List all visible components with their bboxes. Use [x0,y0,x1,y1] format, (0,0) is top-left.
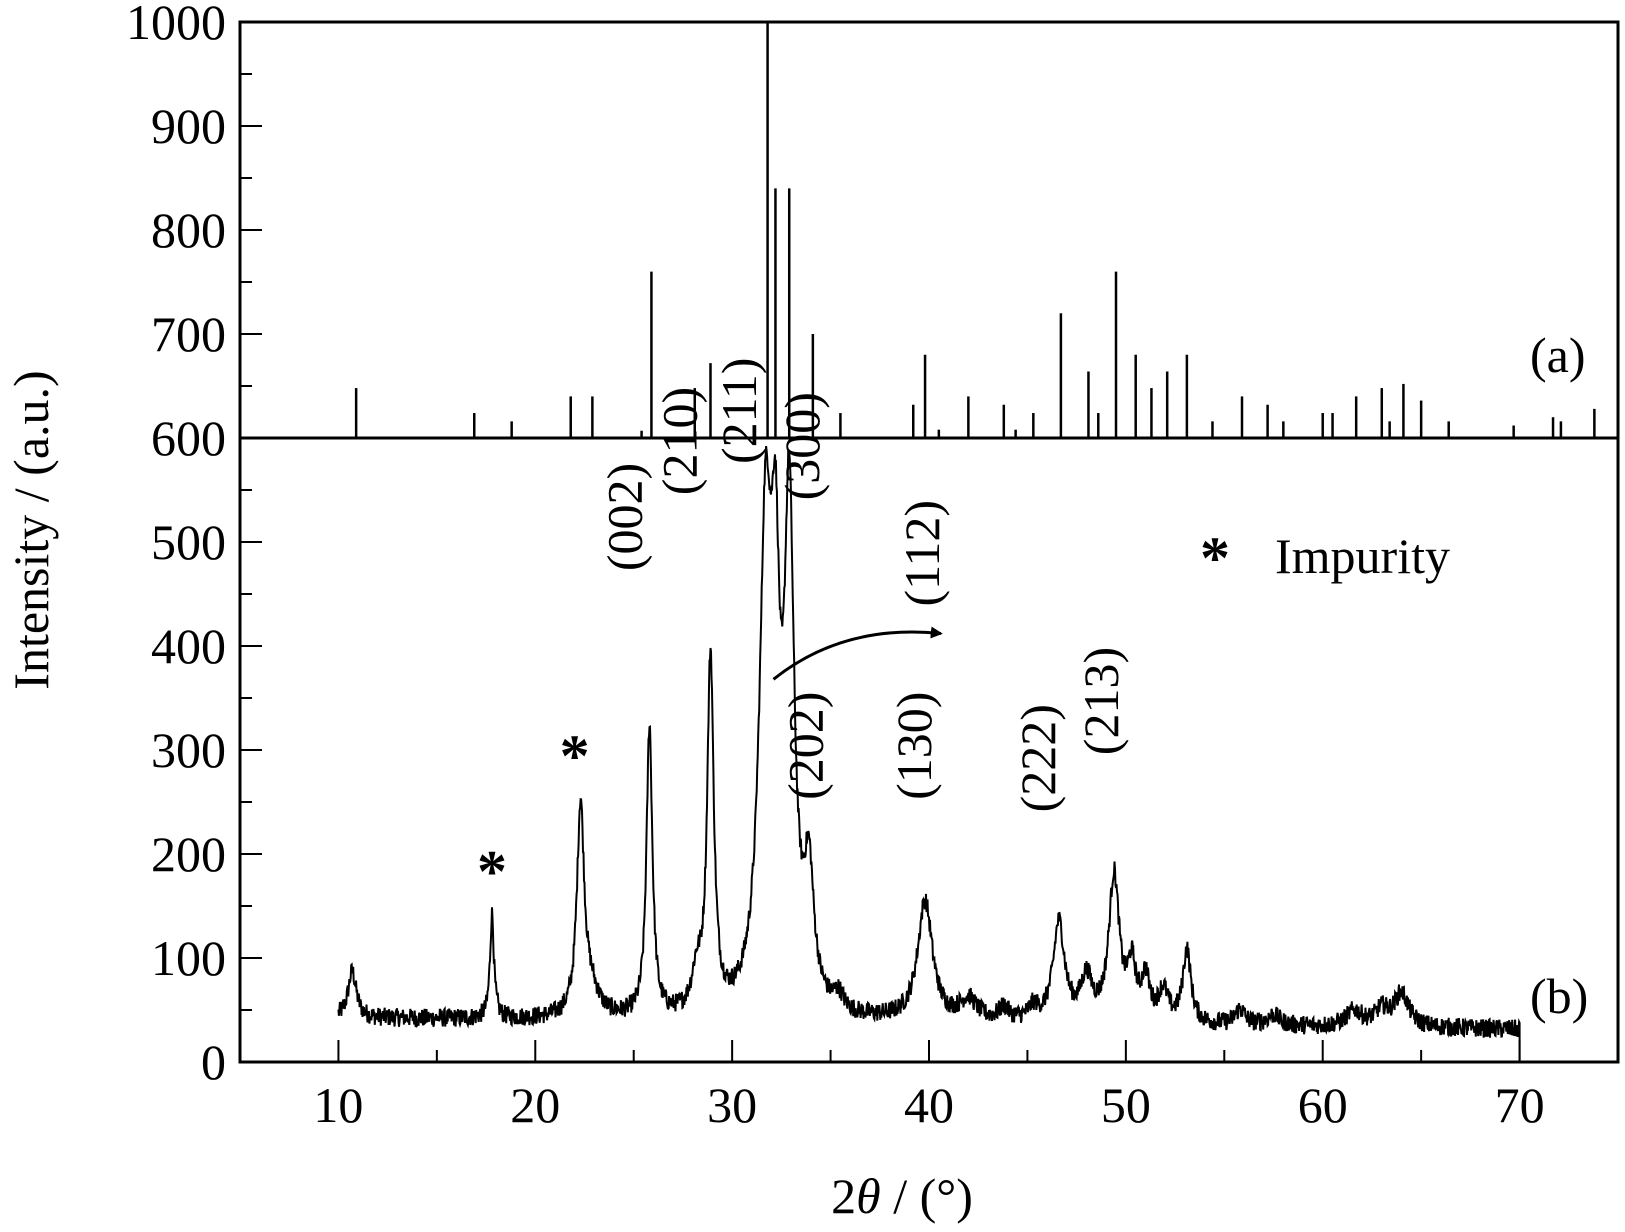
hkl-label: (112) [894,500,950,606]
y-tick-label: 800 [151,202,226,258]
x-axis-label-suffix: / (°) [881,1168,973,1224]
y-tick-label: 700 [151,306,226,362]
legend-text: Impurity [1275,528,1450,584]
x-axis-label-theta: θ [856,1168,881,1224]
panel-b-label: (b) [1530,968,1588,1024]
y-tick-label: 500 [151,514,226,570]
x-tick-label: 30 [707,1077,757,1133]
x-tick-label: 10 [313,1077,363,1133]
x-axis-label: 2θ / (°) [831,1168,973,1224]
hkl-label: (222) [1010,704,1066,812]
plot-frame [238,20,1620,1064]
measured-pattern-line [337,445,1521,1062]
annotations: (002)(210) (211) (300) (112) (202) (130) (222)… [477,358,1129,905]
legend-marker: * [1200,525,1230,591]
hkl-label: (202) [778,692,834,800]
arrow-annotation [772,626,943,681]
y-tick-label: 0 [201,1034,226,1090]
x-tick-labels: 10 20 30 40 50 60 70 [313,1077,1544,1133]
impurity-marker: * [477,839,507,905]
reference-pattern [354,22,1596,438]
y-axis-label: Intensity / (a.u.) [3,370,59,689]
impurity-marker: * [560,723,590,789]
x-tick-label: 20 [510,1077,560,1133]
hkl-label: (300) [774,392,830,500]
hkl-label: (210) [652,387,708,495]
x-tick-label: 70 [1495,1077,1545,1133]
y-tick-label: 100 [151,930,226,986]
hkl-label: (130) [886,692,942,800]
y-tick-label: 400 [151,618,226,674]
x-tick-label: 60 [1298,1077,1348,1133]
x-tick-label: 50 [1101,1077,1151,1133]
y-tick-label: 1000 [126,0,226,50]
hkl-label: (211) [711,358,767,464]
y-tick-label: 300 [151,722,226,778]
hkl-label: (002) [597,463,653,571]
x-tick-label: 40 [904,1077,954,1133]
y-tick-label: 200 [151,826,226,882]
panel-a-label: (a) [1530,327,1586,383]
y-tick-label: 900 [151,98,226,154]
hkl-label: (213) [1073,647,1129,755]
y-tick-label: 600 [151,410,226,466]
x-axis-label-prefix: 2 [831,1168,856,1224]
y-tick-labels: 0 100 200 300 400 500 600 700 800 900 1000 [126,0,226,1090]
